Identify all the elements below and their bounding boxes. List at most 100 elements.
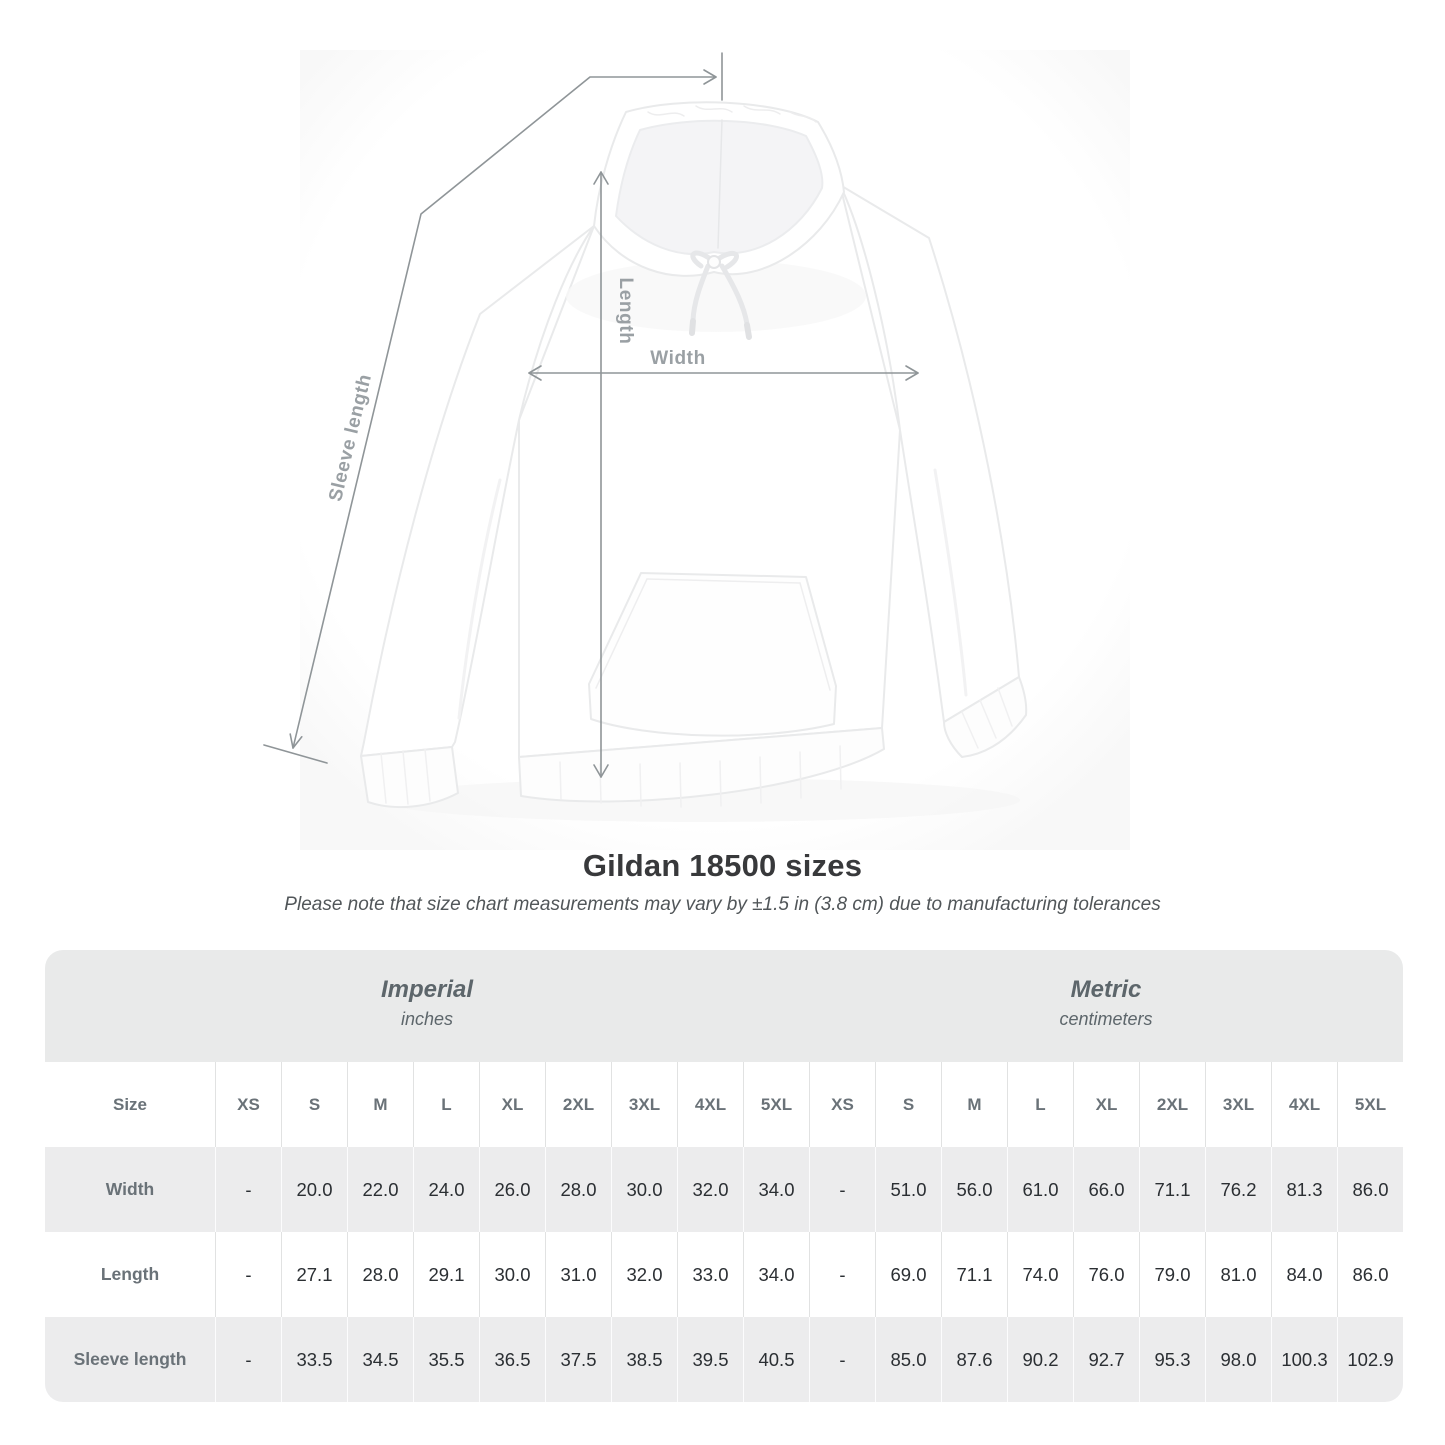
value-cell-metric: 51.0 — [875, 1147, 941, 1232]
value-cell-imperial: 36.5 — [479, 1317, 545, 1402]
value-cell-metric: 71.1 — [1139, 1147, 1205, 1232]
value-cell-metric: 79.0 — [1139, 1232, 1205, 1317]
size-table-grid: Imperial inches Metric centimeters Size X… — [45, 950, 1403, 1402]
value-cell-metric: - — [809, 1147, 875, 1232]
value-cell-imperial: - — [215, 1147, 281, 1232]
page-title: Gildan 18500 sizes — [582, 848, 863, 883]
value-cell-metric: 81.0 — [1205, 1232, 1271, 1317]
size-header-imperial: 3XL — [611, 1062, 677, 1147]
value-cell-metric: 69.0 — [875, 1232, 941, 1317]
value-cell-metric: 84.0 — [1271, 1232, 1337, 1317]
hoodie-measurement-diagram: Width Length Sleeve length — [263, 50, 1130, 850]
imperial-unit: inches — [400, 1009, 454, 1029]
width-measure-label: Width — [650, 348, 706, 369]
metric-unit: centimeters — [1059, 1009, 1153, 1029]
value-cell-metric: 76.2 — [1205, 1147, 1271, 1232]
size-header-metric: S — [875, 1062, 941, 1147]
row-label: Width — [45, 1147, 215, 1232]
size-header-metric: M — [941, 1062, 1007, 1147]
value-cell-metric: 74.0 — [1007, 1232, 1073, 1317]
value-cell-imperial: 28.0 — [545, 1147, 611, 1232]
imperial-label: Imperial — [380, 976, 474, 1003]
size-header-imperial: XS — [215, 1062, 281, 1147]
value-cell-metric: 71.1 — [941, 1232, 1007, 1317]
value-cell-imperial: 24.0 — [413, 1147, 479, 1232]
sleeve-length-line — [292, 76, 717, 749]
value-cell-metric: 87.6 — [941, 1317, 1007, 1402]
size-header-imperial: XL — [479, 1062, 545, 1147]
value-cell-metric: 102.9 — [1337, 1317, 1403, 1402]
value-cell-metric: 100.3 — [1271, 1317, 1337, 1402]
value-cell-metric: 92.7 — [1073, 1317, 1139, 1402]
size-header-imperial: 2XL — [545, 1062, 611, 1147]
size-header-metric: 5XL — [1337, 1062, 1403, 1147]
size-header-metric: 3XL — [1205, 1062, 1271, 1147]
hoodie-diagram-svg: Width Length Sleeve length — [263, 50, 1130, 850]
value-cell-imperial: 39.5 — [677, 1317, 743, 1402]
value-cell-metric: 85.0 — [875, 1317, 941, 1402]
value-cell-imperial: 29.1 — [413, 1232, 479, 1317]
value-cell-metric: 98.0 — [1205, 1317, 1271, 1402]
value-cell-imperial: 30.0 — [479, 1232, 545, 1317]
value-cell-imperial: 37.5 — [545, 1317, 611, 1402]
size-column-header: Size — [45, 1062, 215, 1147]
value-cell-imperial: 31.0 — [545, 1232, 611, 1317]
value-cell-imperial: 22.0 — [347, 1147, 413, 1232]
row-label: Length — [45, 1232, 215, 1317]
size-header-imperial: S — [281, 1062, 347, 1147]
measurement-lines — [263, 52, 919, 778]
value-cell-imperial: - — [215, 1232, 281, 1317]
value-cell-imperial: 30.0 — [611, 1147, 677, 1232]
value-cell-metric: 81.3 — [1271, 1147, 1337, 1232]
value-cell-imperial: 32.0 — [677, 1147, 743, 1232]
tolerance-note: Please note that size chart measurements… — [284, 894, 1161, 915]
unit-group-imperial: Imperial inches — [45, 950, 809, 1062]
size-header-metric: 4XL — [1271, 1062, 1337, 1147]
size-header-metric: L — [1007, 1062, 1073, 1147]
unit-group-metric: Metric centimeters — [809, 950, 1403, 1062]
sleeve-length-arrowhead-top — [703, 69, 717, 85]
value-cell-metric: - — [809, 1232, 875, 1317]
hoodie-illustration — [360, 101, 1028, 822]
value-cell-metric: 95.3 — [1139, 1317, 1205, 1402]
value-cell-metric: 86.0 — [1337, 1147, 1403, 1232]
heading-block: Gildan 18500 sizes Please note that size… — [0, 848, 1445, 916]
value-cell-imperial: 38.5 — [611, 1317, 677, 1402]
value-cell-metric: 76.0 — [1073, 1232, 1139, 1317]
value-cell-metric: 90.2 — [1007, 1317, 1073, 1402]
size-header-metric: 2XL — [1139, 1062, 1205, 1147]
sleeve-length-end-tick-bottom — [263, 744, 328, 764]
size-header-imperial: 4XL — [677, 1062, 743, 1147]
value-cell-imperial: - — [215, 1317, 281, 1402]
value-cell-metric: 56.0 — [941, 1147, 1007, 1232]
metric-label: Metric — [1070, 976, 1142, 1003]
size-header-metric: XL — [1073, 1062, 1139, 1147]
value-cell-metric: 61.0 — [1007, 1147, 1073, 1232]
value-cell-imperial: 34.0 — [743, 1147, 809, 1232]
length-arrowhead-bottom — [593, 764, 609, 778]
value-cell-imperial: 26.0 — [479, 1147, 545, 1232]
value-cell-imperial: 28.0 — [347, 1232, 413, 1317]
value-cell-imperial: 40.5 — [743, 1317, 809, 1402]
length-measure-label: Length — [615, 278, 636, 345]
width-arrowhead-right — [905, 365, 919, 381]
width-arrowhead-left — [528, 365, 542, 381]
value-cell-imperial: 20.0 — [281, 1147, 347, 1232]
size-header-imperial: L — [413, 1062, 479, 1147]
value-cell-imperial: 35.5 — [413, 1317, 479, 1402]
value-cell-imperial: 33.0 — [677, 1232, 743, 1317]
size-header-imperial: M — [347, 1062, 413, 1147]
row-label: Sleeve length — [45, 1317, 215, 1402]
sleeve-length-arrowhead-bottom — [289, 733, 303, 749]
size-header-imperial: 5XL — [743, 1062, 809, 1147]
value-cell-imperial: 34.0 — [743, 1232, 809, 1317]
value-cell-imperial: 34.5 — [347, 1317, 413, 1402]
value-cell-imperial: 27.1 — [281, 1232, 347, 1317]
size-header-metric: XS — [809, 1062, 875, 1147]
value-cell-metric: 86.0 — [1337, 1232, 1403, 1317]
value-cell-metric: 66.0 — [1073, 1147, 1139, 1232]
value-cell-metric: - — [809, 1317, 875, 1402]
value-cell-imperial: 32.0 — [611, 1232, 677, 1317]
length-arrowhead-top — [593, 171, 609, 185]
